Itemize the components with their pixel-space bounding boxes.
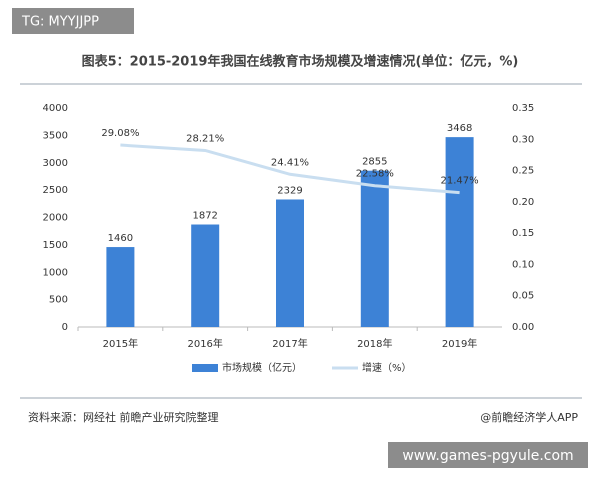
- badge-bg: [12, 8, 134, 34]
- y-tick-label: 1500: [43, 240, 68, 251]
- y2-tick-label: 0.30: [512, 134, 534, 145]
- line-value-label: 24.41%: [271, 157, 309, 168]
- x-tick-label: 2016年: [187, 337, 222, 350]
- source: 资料来源：网经社 前瞻产业研究院整理: [28, 410, 219, 424]
- y-tick-label: 2000: [43, 213, 68, 224]
- y2-tick-label: 0.20: [512, 197, 534, 208]
- bar-value-label: 1872: [192, 211, 217, 222]
- y-tick-label: 3000: [43, 158, 68, 169]
- y-tick-label: 2500: [43, 185, 68, 196]
- y2-tick-label: 0.00: [512, 322, 534, 333]
- y2-tick-label: 0.10: [512, 259, 534, 270]
- bar-value-label: 2329: [277, 185, 302, 196]
- line-value-label: 22.58%: [356, 169, 394, 180]
- legend-label: 市场规模（亿元）: [222, 361, 302, 374]
- site-bg: [388, 442, 588, 468]
- y-tick-label: 3500: [43, 130, 68, 141]
- y2-tick-label: 0.35: [512, 103, 534, 114]
- line-value-label: 21.47%: [441, 176, 479, 187]
- y-tick-label: 0: [62, 322, 68, 333]
- line-value-label: 28.21%: [186, 133, 224, 144]
- x-tick-label: 2018年: [357, 337, 392, 350]
- legend-swatch: [192, 364, 218, 372]
- site: www.games-pgyule.com: [402, 448, 573, 464]
- x-tick-label: 2015年: [103, 337, 138, 350]
- y-tick-label: 1000: [43, 267, 68, 278]
- bar: [191, 224, 220, 327]
- y-tick-label: 500: [49, 295, 68, 306]
- bar-value-label: 3468: [447, 123, 472, 134]
- bar: [106, 247, 135, 327]
- x-tick-label: 2017年: [272, 337, 307, 350]
- legend-label: 增速（%）: [362, 361, 412, 374]
- bar: [445, 137, 474, 327]
- x-tick-label: 2019年: [442, 337, 477, 350]
- y-tick-label: 4000: [43, 103, 68, 114]
- y2-tick-label: 0.25: [512, 166, 534, 177]
- y2-tick-label: 0.05: [512, 291, 534, 302]
- bar-value-label: 1460: [108, 233, 133, 244]
- badge: TG: MYYJJPP: [21, 15, 99, 30]
- bar-value-label: 2855: [362, 157, 387, 168]
- credit: @前瞻经济学人APP: [480, 410, 578, 424]
- bar: [360, 170, 389, 327]
- chart-title: 图表5：2015-2019年我国在线教育市场规模及增速情况(单位：亿元，%): [82, 54, 519, 70]
- line-value-label: 29.08%: [101, 128, 139, 139]
- line: [120, 143, 460, 195]
- bar: [276, 199, 304, 327]
- y2-tick-label: 0.15: [512, 228, 534, 239]
